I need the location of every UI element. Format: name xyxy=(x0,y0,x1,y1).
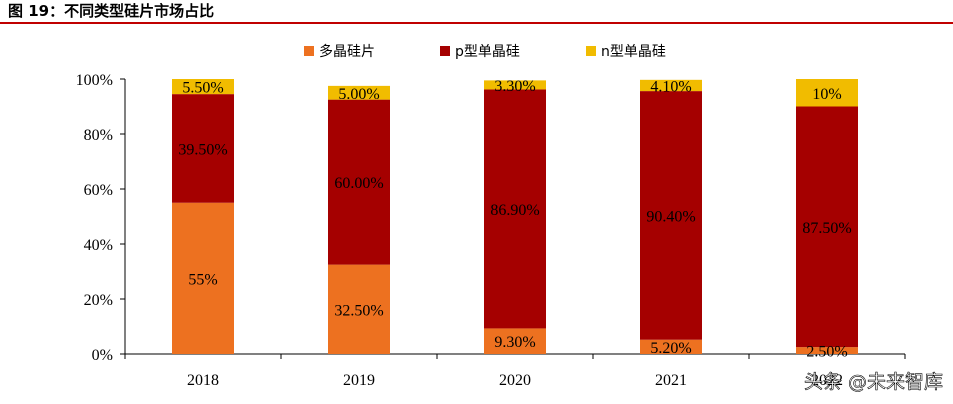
bar-segment xyxy=(484,89,546,329)
bar-segment xyxy=(328,99,390,265)
figure-title: 图 19：不同类型硅片市场占比 xyxy=(8,2,215,20)
bar-segment xyxy=(796,106,858,348)
data-label: 10% xyxy=(812,86,841,103)
y-axis: 0% 20% 40% 60% 80% 100% xyxy=(76,72,126,364)
bar-segment xyxy=(172,94,234,203)
watermark: 头条 @未来智库 xyxy=(804,371,943,393)
bar-segment xyxy=(796,347,858,354)
bar-segment xyxy=(484,80,546,90)
bar-segment xyxy=(172,79,234,95)
y-tick-label: 0% xyxy=(92,347,113,364)
x-tick-label: 2020 xyxy=(499,372,531,389)
y-tick-label: 60% xyxy=(84,182,113,199)
y-tick-label: 20% xyxy=(84,292,113,309)
data-label: 86.90% xyxy=(490,202,539,219)
data-labels: 55% 39.50% 5.50% 32.50% 60.00% 5.00% 9.30% 86.9… xyxy=(178,78,851,361)
bar-segment xyxy=(640,79,702,92)
data-label: 2.50% xyxy=(806,344,847,361)
bar-segment xyxy=(172,202,234,354)
data-label: 5.50% xyxy=(182,80,223,97)
data-label: 4.10% xyxy=(650,78,691,95)
bar-segment xyxy=(328,85,390,100)
y-tick-label: 80% xyxy=(84,127,113,144)
legend-label: n型单晶硅 xyxy=(601,44,666,60)
bar-segment xyxy=(640,91,702,340)
y-tick-label: 100% xyxy=(76,72,113,89)
bar-segment xyxy=(796,79,858,107)
x-tick-label: 2019 xyxy=(343,372,375,389)
bars xyxy=(172,79,858,354)
data-label: 5.00% xyxy=(338,86,379,103)
y-tick-label: 40% xyxy=(84,237,113,254)
data-label: 87.50% xyxy=(802,220,851,237)
bar-segment xyxy=(484,328,546,354)
data-label: 3.30% xyxy=(494,78,535,95)
bar-segment xyxy=(328,264,390,354)
data-label: 9.30% xyxy=(494,334,535,351)
data-label: 55% xyxy=(188,271,217,288)
legend: 多晶硅片 p型单晶硅 n型单晶硅 xyxy=(304,43,666,60)
x-tick-label: 2021 xyxy=(655,372,687,389)
legend-swatch xyxy=(304,46,314,56)
x-tick-label: 2018 xyxy=(187,372,219,389)
x-tick-label: 2022 xyxy=(811,372,843,389)
title-rule xyxy=(0,22,953,24)
data-label: 90.40% xyxy=(646,208,695,225)
bar-segment xyxy=(640,339,702,354)
legend-swatch xyxy=(440,46,450,56)
legend-swatch xyxy=(586,46,596,56)
data-label: 32.50% xyxy=(334,302,383,319)
legend-label: p型单晶硅 xyxy=(455,44,520,60)
data-label: 5.20% xyxy=(650,340,691,357)
data-label: 39.50% xyxy=(178,141,227,158)
x-axis: 2018 2019 2020 2021 2022 xyxy=(124,353,906,389)
legend-label: 多晶硅片 xyxy=(319,43,375,60)
data-label: 60.00% xyxy=(334,175,383,192)
